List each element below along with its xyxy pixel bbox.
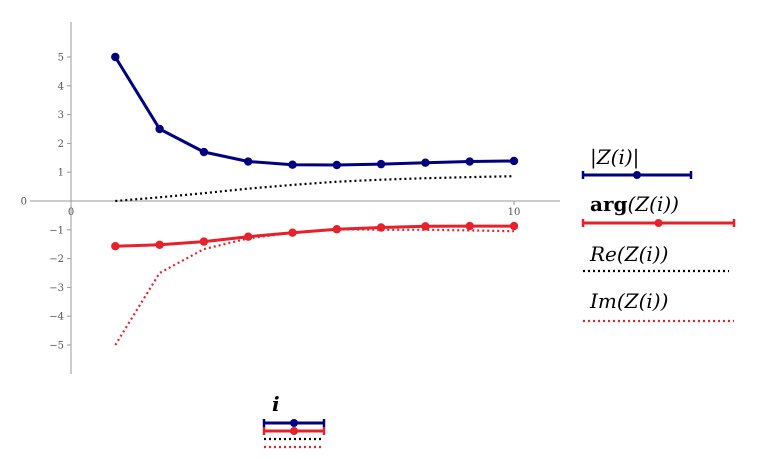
data-point [509, 221, 519, 231]
xvar-swatch-arg-marker [290, 427, 298, 435]
legend-label-abs: |Z(i)| [590, 145, 639, 170]
x-variable-name: i [272, 392, 280, 416]
data-point [332, 225, 341, 234]
data-point [155, 240, 164, 249]
data-point [421, 158, 430, 167]
data-point [465, 157, 474, 166]
y-tick-label: 0 [21, 197, 27, 208]
y-tick-label: 3 [58, 110, 64, 121]
x-ticks: 0 10 [68, 201, 521, 218]
y-tick-label: −1 [49, 225, 64, 236]
legend-label-arg-suffix: (Z(i)) [627, 192, 679, 216]
series-line-0 [114, 56, 515, 167]
data-point [376, 159, 386, 169]
y-tick-label: 1 [58, 168, 64, 179]
x-tick-label: 0 [68, 207, 74, 218]
data-point [332, 160, 341, 170]
x-tick-label: 10 [508, 207, 521, 218]
y-tick-label: 2 [58, 139, 64, 150]
xvar-swatches [262, 419, 326, 449]
legend-label-arg-prefix: arg [590, 192, 627, 216]
data-point [465, 221, 474, 231]
series-line-1 [115, 224, 514, 248]
series-line-2 [115, 175, 515, 203]
y-tick-label: 4 [58, 81, 64, 92]
data-point [288, 160, 297, 169]
legend-label-re: Re(Z(i)) [589, 242, 668, 266]
y-tick-label: −2 [49, 254, 64, 265]
legend-label-im: Im(Z(i)) [589, 289, 668, 313]
x-variable-label: i [262, 392, 326, 449]
y-ticks: 5 4 3 2 1 0 −1 −2 −3 −4 −5 [21, 53, 71, 352]
legend-swatches [581, 171, 736, 323]
y-tick-label: −4 [49, 312, 64, 323]
data-point [421, 222, 430, 231]
legend-label-arg: arg(Z(i)) [590, 192, 679, 216]
data-point [155, 124, 164, 134]
data-point [111, 52, 120, 62]
y-tick-label: −5 [49, 341, 64, 352]
legend: |Z(i)| arg(Z(i)) Re(Z(i)) Im(Z(i)) [581, 145, 736, 323]
data-point [199, 147, 209, 157]
legend-swatch-arg-marker [654, 219, 663, 227]
y-tick-label: 5 [58, 53, 64, 64]
legend-swatch-abs-marker [633, 171, 641, 179]
data-point [199, 237, 209, 246]
series-layer [111, 52, 519, 346]
series-line-3 [114, 228, 515, 346]
data-point [244, 232, 253, 241]
data-point [509, 156, 519, 166]
xvar-swatch-abs-marker [290, 419, 298, 427]
y-tick-label: −3 [49, 283, 64, 294]
data-point [111, 242, 120, 251]
data-point [244, 157, 253, 166]
